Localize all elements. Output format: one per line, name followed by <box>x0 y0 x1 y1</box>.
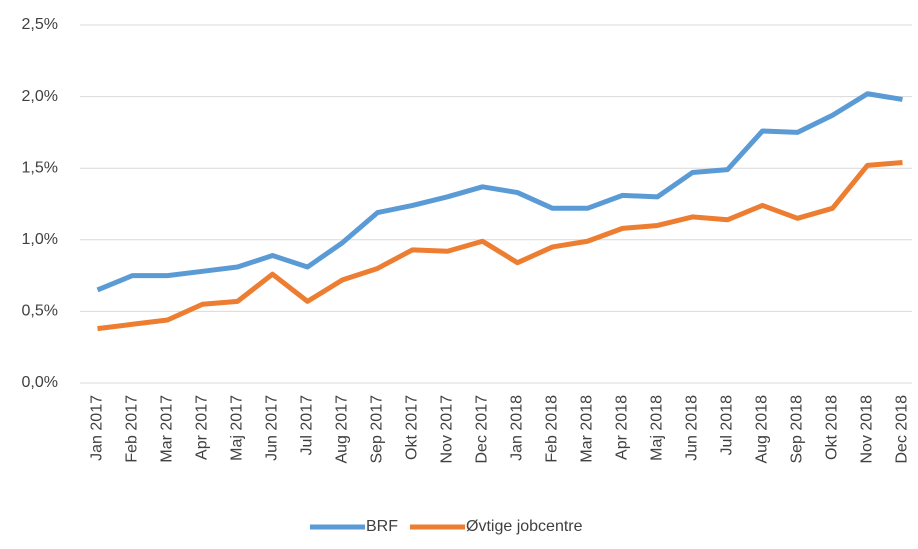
x-tick-label: Okt 2018 <box>824 395 841 460</box>
y-tick-label: 2,5% <box>22 16 58 33</box>
x-tick-label: Feb 2017 <box>124 395 141 463</box>
x-tick-label: Jan 2018 <box>509 395 526 461</box>
legend-label: BRF <box>366 518 398 535</box>
x-tick-label: Nov 2018 <box>859 395 876 464</box>
x-tick-label: Jul 2018 <box>719 395 736 456</box>
x-tick-label: Jul 2017 <box>299 395 316 456</box>
x-tick-label: Nov 2017 <box>439 395 456 464</box>
x-tick-label: Sep 2017 <box>369 395 386 464</box>
x-tick-label: Mar 2017 <box>159 395 176 463</box>
x-tick-label: Maj 2018 <box>649 395 666 461</box>
x-tick-label: Aug 2018 <box>754 395 771 464</box>
legend-label: Øvtige jobcentre <box>466 518 583 535</box>
y-tick-label: 2,0% <box>22 88 58 105</box>
x-tick-label: Sep 2018 <box>789 395 806 464</box>
x-tick-label: Apr 2018 <box>614 395 631 460</box>
y-tick-label: 1,5% <box>22 159 58 176</box>
x-tick-label: Dec 2018 <box>894 395 911 464</box>
series-line <box>96 91 903 293</box>
x-tick-label: Apr 2017 <box>194 395 211 460</box>
x-tick-label: Jun 2018 <box>684 395 701 461</box>
x-tick-label: Okt 2017 <box>404 395 421 460</box>
x-tick-label: Mar 2018 <box>579 395 596 463</box>
y-tick-label: 0,5% <box>22 303 58 320</box>
x-tick-label: Feb 2018 <box>544 395 561 463</box>
x-tick-label: Jan 2017 <box>89 395 106 461</box>
y-tick-label: 0,0% <box>22 374 58 391</box>
y-tick-label: 1,0% <box>22 231 58 248</box>
x-tick-label: Jun 2017 <box>264 395 281 461</box>
series-line <box>97 159 903 332</box>
x-tick-label: Aug 2017 <box>334 395 351 464</box>
x-tick-label: Maj 2017 <box>229 395 246 461</box>
x-tick-label: Dec 2017 <box>474 395 491 464</box>
